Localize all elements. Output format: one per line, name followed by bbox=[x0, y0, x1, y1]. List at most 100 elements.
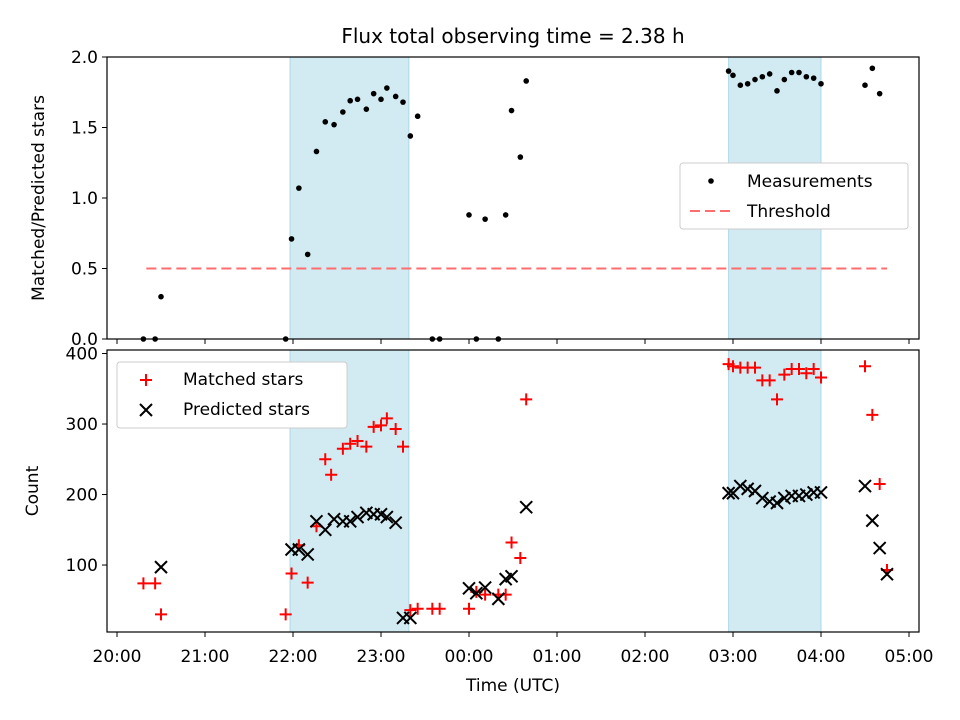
matched-star-point bbox=[463, 602, 475, 615]
predicted-star-point bbox=[504, 569, 519, 584]
measurement-point bbox=[304, 251, 311, 258]
matched-star-point bbox=[479, 588, 492, 601]
predicted-star-point bbox=[478, 580, 492, 595]
matched-star-point bbox=[351, 434, 364, 447]
matched-star-point bbox=[793, 363, 805, 376]
x-tick-label: 00:00 bbox=[445, 647, 494, 667]
predicted-star-point bbox=[469, 586, 484, 600]
y-tick-label: 0.0 bbox=[71, 330, 98, 350]
matched-star-point bbox=[800, 367, 813, 380]
chart-title: Flux total observing time = 2.38 h bbox=[341, 24, 684, 48]
x-tick-label: 01:00 bbox=[533, 647, 582, 667]
measurement-point bbox=[347, 97, 354, 104]
measurement-point bbox=[370, 90, 377, 97]
measurement-point bbox=[296, 185, 302, 191]
measurement-point bbox=[414, 113, 421, 120]
measurement-point bbox=[331, 121, 337, 128]
matched-star-point bbox=[727, 360, 739, 373]
predicted-star-point bbox=[318, 523, 332, 537]
matched-star-point bbox=[411, 602, 424, 615]
legend-measurements-marker bbox=[708, 178, 714, 184]
x-tick-label: 05:00 bbox=[885, 647, 934, 667]
matched-star-point bbox=[301, 576, 314, 589]
y-tick-label: 100 bbox=[66, 556, 98, 576]
predicted-star-point bbox=[292, 542, 306, 557]
y-tick-label: 300 bbox=[66, 415, 98, 435]
matched-star-point bbox=[360, 440, 373, 453]
matched-star-point bbox=[866, 408, 879, 421]
measurement-point bbox=[384, 85, 390, 91]
predicted-star-point bbox=[300, 547, 315, 562]
measurement-point bbox=[803, 73, 810, 80]
matched-star-point bbox=[873, 477, 886, 490]
predicted-star-point bbox=[880, 567, 894, 581]
measurement-point bbox=[810, 75, 817, 81]
measurement-point bbox=[482, 216, 488, 222]
measurement-point bbox=[796, 69, 802, 76]
matched-star-point bbox=[380, 412, 393, 425]
matched-star-point bbox=[815, 371, 827, 384]
predicted-star-point bbox=[721, 486, 736, 500]
predicted-star-point bbox=[154, 560, 168, 574]
matched-star-point bbox=[149, 577, 162, 590]
legend-predicted-marker bbox=[139, 403, 153, 417]
matched-star-point bbox=[771, 393, 783, 406]
predicted-star-point bbox=[770, 496, 784, 510]
measurement-point bbox=[466, 212, 472, 218]
measurement-point bbox=[744, 80, 751, 87]
predicted-star-point bbox=[350, 510, 365, 524]
x-tick-label: 20:00 bbox=[93, 647, 142, 667]
measurement-point bbox=[725, 68, 732, 74]
predicted-star-point bbox=[388, 516, 403, 530]
matched-star-point bbox=[433, 602, 446, 615]
matched-star-point bbox=[325, 468, 338, 481]
x-tick-label: 23:00 bbox=[357, 647, 406, 667]
series-layer bbox=[137, 65, 894, 625]
measurement-point bbox=[759, 73, 766, 80]
predicted-star-point bbox=[343, 514, 357, 529]
measurement-point bbox=[340, 109, 346, 115]
top-panel-frame bbox=[106, 56, 920, 340]
x-axis-label: Time (UTC) bbox=[465, 676, 560, 696]
measurement-point bbox=[313, 148, 320, 155]
predicted-star-point bbox=[865, 513, 880, 528]
top-legend: Measurements Threshold bbox=[679, 162, 909, 230]
predicted-star-point bbox=[733, 479, 748, 493]
measurement-point bbox=[378, 96, 384, 103]
top-legend-box bbox=[679, 162, 909, 230]
measurement-point bbox=[158, 293, 164, 300]
legend-threshold-label: Threshold bbox=[746, 202, 831, 222]
predicted-star-point bbox=[777, 491, 792, 505]
measurement-point bbox=[752, 76, 758, 83]
measurement-point bbox=[354, 96, 361, 103]
matched-star-point bbox=[336, 442, 349, 455]
measurement-point bbox=[517, 154, 524, 160]
measurement-point bbox=[869, 65, 876, 72]
y-tick-label: 400 bbox=[66, 345, 98, 365]
predicted-star-point bbox=[462, 581, 476, 595]
matched-star-point bbox=[807, 363, 820, 376]
predicted-star-point bbox=[491, 592, 506, 606]
x-tick-label: 04:00 bbox=[797, 647, 846, 667]
legend-matched-label: Matched stars bbox=[183, 370, 303, 390]
x-tick-label: 22:00 bbox=[269, 647, 318, 667]
predicted-star-point bbox=[814, 485, 828, 500]
matched-star-point bbox=[285, 567, 298, 580]
predicted-star-point bbox=[519, 500, 533, 514]
measurement-point bbox=[523, 78, 529, 84]
x-tick-label: 02:00 bbox=[621, 647, 670, 667]
bottom-legend: Matched stars Predicted stars bbox=[116, 361, 348, 429]
top-y-axis-label: Matched/Predicted stars bbox=[29, 95, 49, 301]
predicted-star-point bbox=[799, 487, 814, 502]
measurement-point bbox=[781, 76, 788, 83]
matched-star-point bbox=[367, 420, 380, 433]
y-tick-label: 1.0 bbox=[71, 189, 98, 209]
predicted-star-point bbox=[740, 482, 755, 496]
y-tick-label: 1.5 bbox=[71, 119, 98, 139]
measurement-point bbox=[322, 119, 329, 125]
bottom-y-axis-label: Count bbox=[23, 465, 43, 516]
shading-layer bbox=[289, 56, 822, 633]
predicted-star-point bbox=[858, 479, 872, 493]
shaded-interval bbox=[728, 349, 822, 633]
